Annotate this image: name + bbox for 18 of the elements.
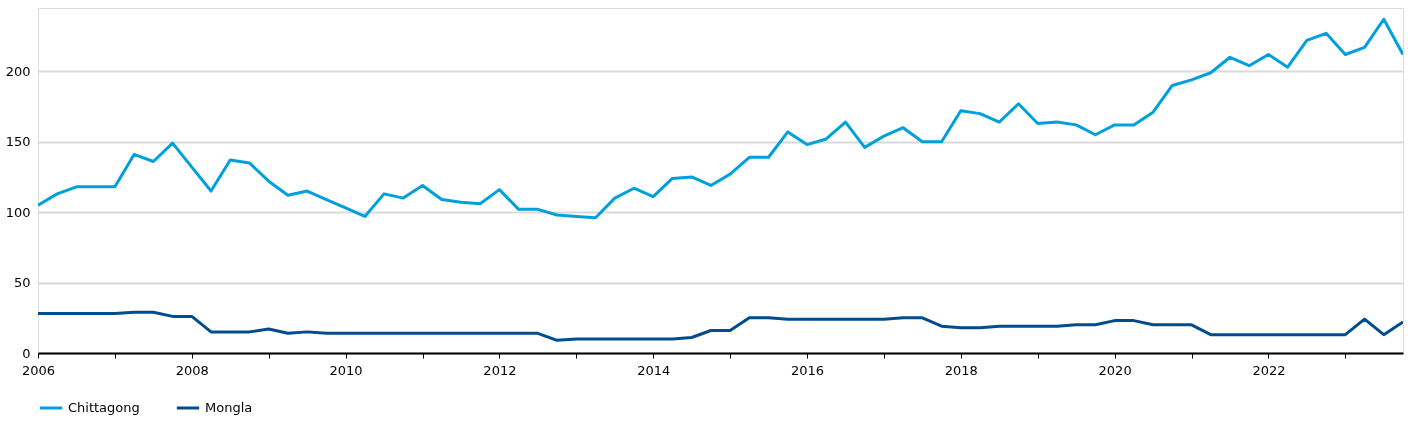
x-tick-label: 2006 (21, 362, 56, 378)
x-tick-label: 2012 (483, 362, 517, 378)
legend-label: Chittagong (68, 400, 140, 415)
x-tick-label: 2018 (944, 362, 978, 378)
y-tick-label: 200 (5, 63, 31, 79)
y-tick-label: 0 (22, 345, 31, 361)
x-tick-label: 2022 (1252, 362, 1286, 378)
x-tick-label: 2016 (790, 362, 825, 378)
legend-label: Mongla (205, 400, 253, 415)
x-tick-label: 2010 (329, 362, 363, 378)
y-tick-label: 100 (5, 204, 31, 220)
line-series (38, 17, 1403, 220)
x-tick-label: 2020 (1098, 362, 1132, 378)
y-tick-label: 150 (5, 134, 31, 150)
y-tick-label: 50 (13, 275, 31, 291)
line-series (38, 310, 1403, 342)
x-tick-label: 2014 (637, 362, 671, 378)
x-tick-label: 2008 (175, 362, 209, 378)
